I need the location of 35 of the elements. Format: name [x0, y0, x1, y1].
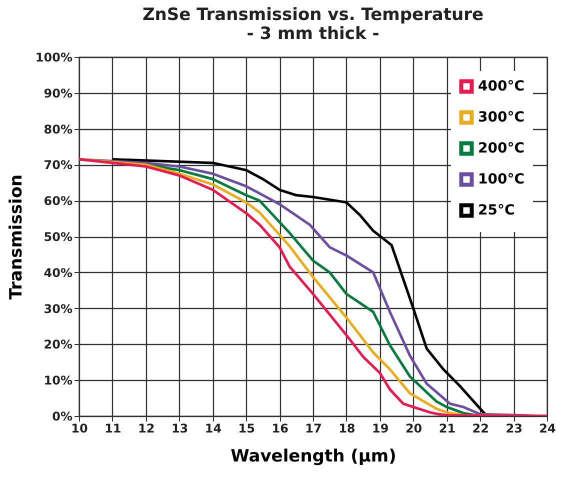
legend-label: 300°C — [478, 110, 524, 126]
y-tick-label: 40% — [44, 266, 72, 280]
x-tick-label: 11 — [104, 422, 122, 436]
y-tick-label: 90% — [44, 86, 72, 100]
x-tick-label: 15 — [238, 422, 255, 436]
x-tick-label: 18 — [338, 422, 356, 436]
y-tick-label: 70% — [44, 158, 72, 172]
legend-label: 25°C — [478, 202, 515, 218]
y-tick-label: 20% — [44, 338, 72, 352]
x-tick-label: 14 — [204, 422, 222, 436]
x-tick-label: 24 — [539, 422, 556, 436]
x-tick-label: 13 — [171, 422, 188, 436]
x-tick-label: 12 — [138, 422, 155, 436]
legend-label: 200°C — [478, 140, 524, 156]
chart-title: ZnSe Transmission vs. Temperature — [142, 5, 484, 25]
x-tick-label: 16 — [272, 422, 288, 436]
y-tick-label: 10% — [44, 374, 72, 388]
x-axis-title: Wavelength (μm) — [230, 446, 396, 466]
x-tick-label: 17 — [305, 422, 322, 436]
y-axis-title: Transmission — [6, 174, 26, 300]
y-tick-label: 80% — [44, 122, 72, 136]
y-tick-label: 50% — [44, 230, 72, 244]
legend-label: 100°C — [478, 172, 524, 188]
x-tick-label: 10 — [71, 422, 88, 436]
y-tick-label: 0% — [52, 410, 72, 424]
x-tick-label: 20 — [405, 422, 422, 436]
x-tick-label: 22 — [472, 422, 489, 436]
y-tick-label: 60% — [44, 194, 72, 208]
y-tick-label: 30% — [44, 302, 72, 316]
x-tick-label: 19 — [372, 422, 389, 436]
chart-subtitle: - 3 mm thick - — [246, 24, 380, 44]
legend-label: 400°C — [478, 78, 524, 94]
y-tick-label: 100% — [35, 50, 72, 64]
x-tick-label: 23 — [506, 422, 522, 436]
x-tick-label: 21 — [438, 422, 456, 436]
